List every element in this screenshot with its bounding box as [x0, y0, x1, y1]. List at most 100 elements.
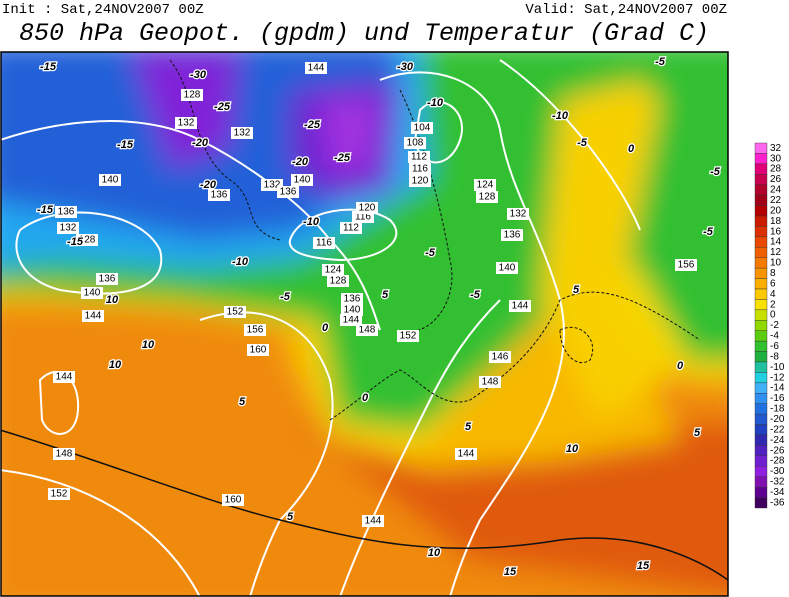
colorbar-label: -28: [770, 456, 785, 467]
geopotential-label: 144: [365, 516, 382, 527]
colorbar-cell: [754, 309, 768, 321]
geopotential-label-box: [175, 117, 197, 129]
temperature-label: 10: [142, 339, 155, 351]
temperature-label: -5: [425, 247, 436, 259]
geopotential-label-box: [305, 62, 327, 74]
temperature-label: 0: [677, 360, 684, 372]
temperature-label: 0: [628, 143, 635, 155]
map-title: 850 hPa Geopot. (gpdm) und Temperatur (G…: [19, 19, 709, 48]
temperature-label: 5: [573, 284, 580, 296]
geopotential-label-box: [409, 163, 431, 175]
colorbar-cell: [754, 445, 768, 457]
colorbar-label: -10: [770, 362, 785, 373]
temperature-label: -20: [192, 137, 209, 149]
colorbar-label: -36: [770, 497, 785, 508]
colorbar-label: -6: [770, 341, 779, 352]
geopotential-label-box: [476, 191, 498, 203]
geopotential-label: 144: [512, 301, 529, 312]
geopotential-label-box: [340, 314, 362, 326]
colorbar-label: -30: [770, 466, 785, 477]
geopotential-label: 128: [79, 235, 96, 246]
colorbar-cell: [754, 236, 768, 248]
geopotential-label: 116: [412, 164, 428, 175]
geopotential-label-box: [408, 151, 430, 163]
colorbar-cell: [754, 361, 768, 373]
geopotential-label: 112: [411, 152, 427, 163]
temperature-label: 10: [109, 359, 122, 371]
colorbar-cell: [754, 153, 768, 165]
colorbar-label: 32: [770, 143, 782, 154]
geopotential-label-box: [404, 137, 426, 149]
colorbar-label: 12: [770, 247, 782, 258]
temperature-label: -15: [117, 139, 134, 151]
geopotential-label-box: [356, 324, 378, 336]
colorbar-label: 0: [770, 310, 776, 321]
geopotential-label-box: [489, 351, 511, 363]
geopotential-label-box: [277, 186, 299, 198]
colorbar-cell: [754, 215, 768, 227]
colorbar-cell: [754, 403, 768, 415]
colorbar-label: 30: [770, 153, 782, 164]
colorbar-cell: [754, 476, 768, 488]
geopotential-label-box: [222, 494, 244, 506]
geopotential-label: 146: [492, 352, 509, 363]
colorbar-cell: [754, 424, 768, 436]
geopotential-label-box: [208, 189, 230, 201]
temperature-label: -5: [655, 56, 666, 68]
colorbar-label: -14: [770, 383, 785, 394]
geopotential-label-box: [53, 448, 75, 460]
geopotential-label: 132: [264, 180, 281, 191]
geopotential-label: 104: [414, 123, 431, 134]
geopotential-label: 120: [359, 203, 376, 214]
geopotential-label-box: [327, 275, 349, 287]
colorbar-cell: [754, 257, 768, 269]
geopotential-label: 116: [316, 238, 332, 249]
geopotential-label-box: [76, 234, 98, 246]
geopotential-label-box: [455, 448, 477, 460]
geopotential-label-box: [507, 208, 529, 220]
temperature-label: -20: [292, 156, 309, 168]
colorbar-label: 26: [770, 174, 782, 185]
colorbar-label: 24: [770, 185, 782, 196]
geopotential-label: 160: [250, 345, 267, 356]
temperature-label: 5: [465, 421, 472, 433]
colorbar-cell: [754, 351, 768, 363]
colorbar-cell: [754, 163, 768, 175]
colorbar-cell: [754, 247, 768, 258]
colorbar-cell: [754, 226, 768, 238]
geopotential-label-box: [501, 229, 523, 241]
colorbar-label: -24: [770, 435, 785, 446]
temperature-label: 5: [239, 396, 246, 408]
colorbar-label: -34: [770, 487, 785, 498]
geopotential-label-box: [409, 175, 431, 187]
geopotential-label: 120: [412, 176, 429, 187]
temperature-label: 10: [106, 294, 119, 306]
geopotential-label-box: [313, 237, 335, 249]
temperature-label: -15: [67, 236, 84, 248]
temperature-label: -5: [703, 226, 714, 238]
temperature-label: -25: [334, 152, 351, 164]
geopotential-label-box: [411, 122, 433, 134]
colorbar-label: -16: [770, 393, 785, 404]
temperature-label: -5: [470, 289, 481, 301]
colorbar-cell: [754, 205, 768, 217]
geopotential-label: 148: [482, 377, 499, 388]
colorbar-label: 2: [770, 299, 776, 310]
temperature-label: -10: [303, 216, 320, 228]
colorbar-cell: [754, 142, 768, 154]
geopotential-label-box: [362, 515, 384, 527]
geopotential-label: 140: [102, 175, 119, 186]
colorbar-cell: [754, 320, 768, 331]
colorbar-label: -18: [770, 404, 785, 415]
temperature-label: -20: [200, 179, 217, 191]
temperature-label: -10: [427, 97, 444, 109]
temperature-label: 5: [287, 511, 294, 523]
colorbar-label: 22: [770, 195, 782, 206]
geopotential-label: 140: [294, 175, 311, 186]
colorbar-label: 8: [770, 268, 776, 279]
temperature-label: 5: [382, 289, 389, 301]
temperature-label: 0: [362, 392, 369, 404]
geopotential-label: 136: [344, 294, 361, 305]
colorbar-cell: [754, 174, 768, 185]
